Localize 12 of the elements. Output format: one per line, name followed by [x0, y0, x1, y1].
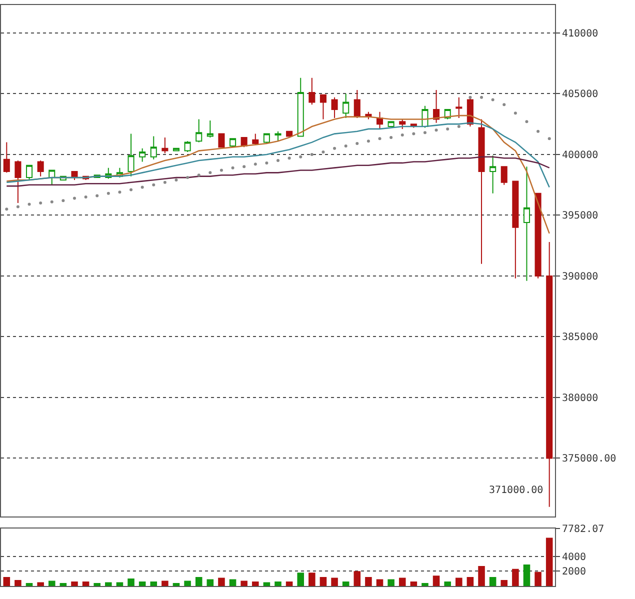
y-tick-label: 7782.07 — [562, 524, 604, 535]
y-tick-label: 375000.00 — [562, 454, 616, 465]
y-tick-label: 390000 — [562, 271, 598, 282]
y-tick-label: 400000 — [562, 150, 598, 161]
y-tick-label: 395000 — [562, 210, 598, 222]
y-tick-label: 380000 — [562, 392, 598, 404]
y-tick-label: 385000 — [562, 332, 598, 344]
y-tick-label: 405000 — [562, 89, 598, 100]
y-tick-label: 410000 — [562, 28, 598, 40]
y-tick-label: 2000 — [562, 566, 586, 578]
annotation: 371000.00 — [489, 485, 544, 496]
y-tick-label: 4000 — [562, 552, 586, 563]
